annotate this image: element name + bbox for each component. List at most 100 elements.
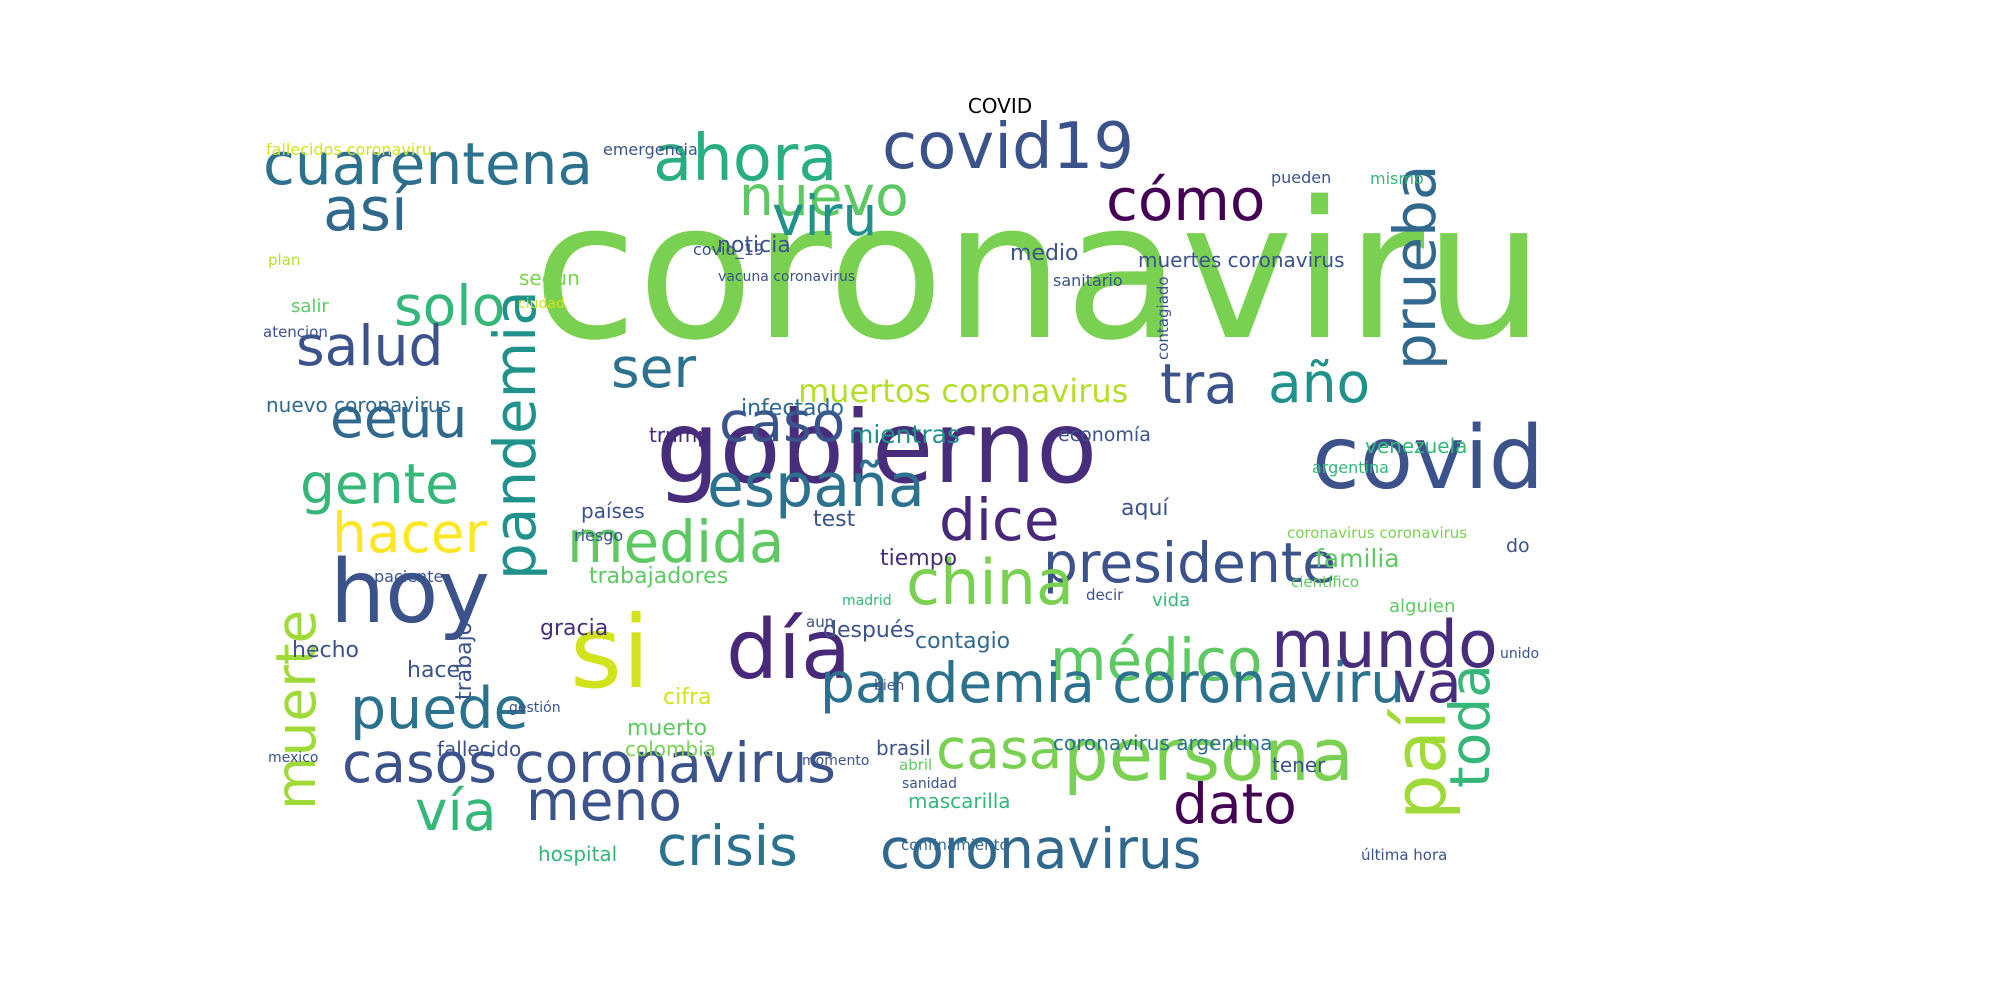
- word-atencion: atencion: [263, 323, 328, 341]
- word-casos-coronavirus: casos coronavirus: [342, 731, 836, 795]
- word-china: china: [906, 546, 1074, 619]
- word-última-hora: última hora: [1361, 846, 1447, 864]
- word-salir: salir: [291, 296, 329, 317]
- word-alguien: alguien: [1389, 596, 1455, 617]
- word-mexico: mexico: [268, 750, 318, 766]
- word-argentina: argentina: [1312, 458, 1389, 477]
- word-médico: médico: [1050, 626, 1263, 694]
- word-cloud: coronaviru gobierno covid19 ahora cuarentena…: [263, 120, 1799, 888]
- word-gobierno: gobierno: [656, 389, 1097, 506]
- word-gracia: gracia: [540, 616, 608, 641]
- word-plan: plan: [268, 251, 300, 269]
- word-tra: tra: [1160, 352, 1238, 416]
- word-salud: salud: [296, 314, 443, 378]
- word-puede: puede: [350, 676, 529, 742]
- word-pandemia-coronaviru: pandemia coronaviru: [820, 651, 1405, 715]
- word-momento: momento: [802, 753, 869, 769]
- word-economía: economía: [1058, 424, 1151, 446]
- word-después: después: [823, 618, 915, 643]
- word-coronaviru: coronaviru: [533, 161, 1545, 382]
- word-prueba: prueba: [1381, 165, 1449, 370]
- word-paí: paí: [1378, 708, 1462, 820]
- word-casa: casa: [936, 717, 1062, 781]
- word-madrid: madrid: [842, 593, 892, 609]
- word-crisis: crisis: [657, 814, 798, 878]
- word-confinamiento: confinamiento: [901, 836, 1009, 854]
- word-nuevo-coronavirus: nuevo coronavirus: [266, 393, 451, 417]
- word-mundo: mundo: [1271, 608, 1498, 683]
- word-eeuu: eeuu: [330, 386, 467, 450]
- word-covid19: covid19: [882, 120, 1134, 184]
- word-ahora: ahora: [653, 122, 837, 196]
- word-venezuela: venezuela: [1365, 434, 1467, 458]
- word-caso: caso: [719, 390, 845, 454]
- word-mismo: mismo: [1370, 169, 1424, 188]
- word-contagio: contagio: [915, 629, 1010, 654]
- word-meno: meno: [526, 769, 682, 833]
- word-tiempo: tiempo: [880, 546, 957, 571]
- word-gestión: gestión: [509, 700, 561, 716]
- word-do: do: [1506, 535, 1530, 557]
- word-coronavirus-argentina: coronavirus argentina: [1053, 731, 1272, 755]
- word-pueden: pueden: [1271, 168, 1331, 187]
- word-gente: gente: [300, 452, 459, 516]
- word-hoy: hoy: [330, 541, 490, 643]
- word-día: día: [726, 603, 851, 698]
- word-pandemia: pandemia: [481, 290, 549, 580]
- word-vida: vida: [1152, 590, 1190, 611]
- word-mascarilla: mascarilla: [908, 789, 1011, 813]
- word-paciente: paciente: [374, 567, 443, 586]
- word-vía: vía: [415, 779, 497, 843]
- word-países: países: [581, 499, 645, 523]
- word-familia: familia: [1315, 544, 1400, 573]
- word-sanidad: sanidad: [902, 776, 957, 792]
- word-dato: dato: [1173, 772, 1297, 836]
- word-riesgo: riesgo: [574, 526, 623, 545]
- word-muertos-coronavirus: muertos coronavirus: [798, 372, 1128, 410]
- word-decir: decir: [1086, 586, 1124, 604]
- word-según: según: [519, 266, 580, 290]
- word-año: año: [1268, 351, 1370, 415]
- word-infectado: infectado: [741, 396, 844, 421]
- word-colombia: colombia: [625, 737, 716, 761]
- word-coronavirus-coronavirus: coronavirus coronavirus: [1287, 524, 1467, 542]
- word-trump: trump: [649, 423, 710, 447]
- word-medio: medio: [1010, 241, 1079, 266]
- word-hospital: hospital: [538, 842, 617, 866]
- word-nuevo: nuevo: [739, 164, 909, 228]
- figure-title: COVID: [967, 94, 1033, 118]
- word-tener: tener: [1272, 753, 1326, 777]
- word-mientras: mientras: [849, 420, 960, 449]
- word-toda: toda: [1438, 664, 1502, 788]
- word-covid_19: covid_19: [693, 240, 764, 260]
- word-fallecido: fallecido: [437, 737, 521, 761]
- word-cifra: cifra: [663, 685, 711, 710]
- word-unido: unido: [1500, 646, 1539, 662]
- word-hacer: hacer: [332, 501, 488, 565]
- word-cómo: cómo: [1106, 166, 1265, 234]
- word-ser: ser: [611, 336, 696, 400]
- word-medida: medida: [567, 508, 784, 576]
- word-ciudad: ciudad: [518, 296, 565, 312]
- word-aquí: aquí: [1121, 496, 1169, 521]
- word-españa: españa: [707, 451, 925, 521]
- word-dice: dice: [939, 486, 1060, 554]
- word-contagiado: contagiado: [1154, 276, 1172, 360]
- word-científico: científico: [1291, 573, 1359, 591]
- word-solo: solo: [394, 274, 505, 338]
- word-brasil: brasil: [876, 736, 931, 760]
- word-cuarentena: cuarentena: [263, 130, 593, 198]
- word-muerte: muerte: [264, 610, 328, 810]
- word-muerto: muerto: [627, 716, 707, 741]
- word-si: si: [570, 594, 650, 711]
- word-hecho: hecho: [292, 638, 359, 663]
- word-hace: hace: [407, 658, 460, 683]
- word-trabajo: trabajo: [452, 622, 477, 700]
- word-vacuna-coronavirus: vacuna coronavirus: [718, 269, 855, 285]
- word-noticia: noticia: [717, 233, 791, 258]
- word-persona: persona: [1063, 713, 1354, 797]
- word-fallecidos-coronaviru: fallecidos coronaviru: [266, 140, 432, 159]
- word-bien: bien: [874, 678, 904, 694]
